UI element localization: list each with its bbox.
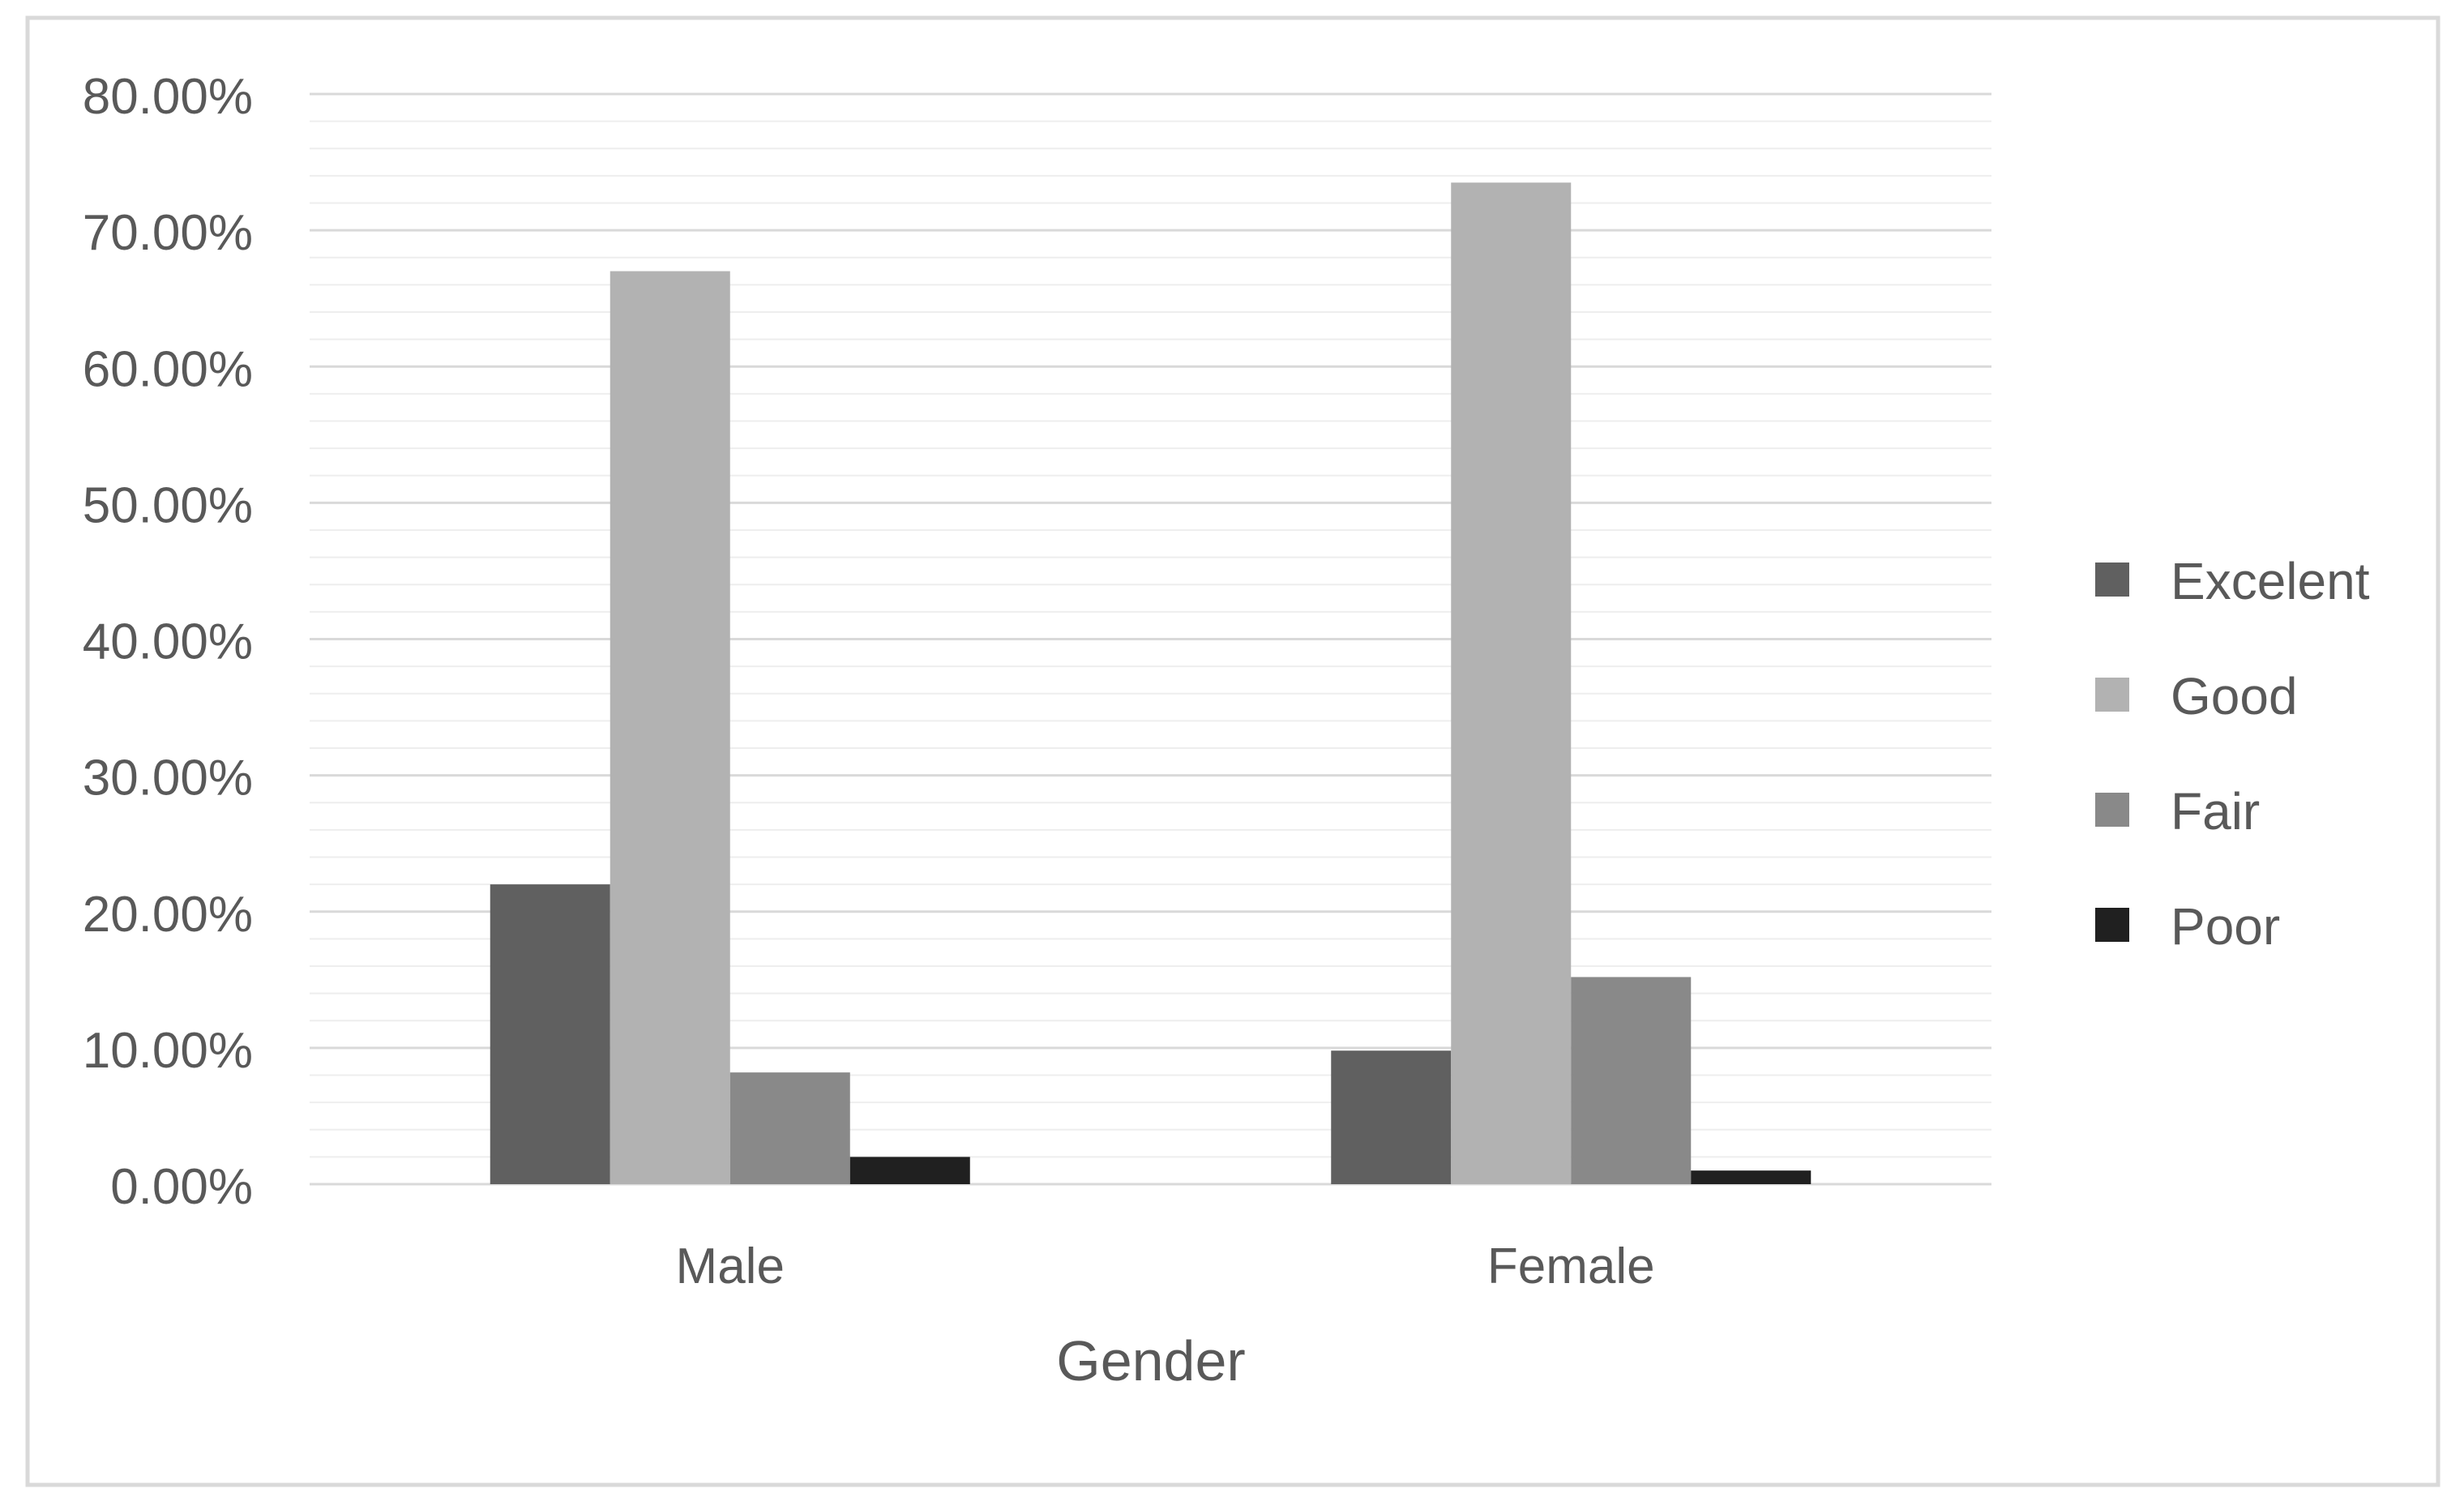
x-tick-label: Female bbox=[1487, 1238, 1655, 1294]
legend-label-fair: Fair bbox=[2171, 782, 2260, 841]
bar-excelent-female bbox=[1331, 1050, 1452, 1184]
bars bbox=[490, 182, 1812, 1184]
y-tick-label: 80.00% bbox=[83, 69, 253, 125]
y-tick-label: 70.00% bbox=[83, 205, 253, 261]
y-tick-label: 50.00% bbox=[83, 477, 253, 533]
legend-label-poor: Poor bbox=[2171, 897, 2280, 956]
y-tick-label: 20.00% bbox=[83, 887, 253, 943]
legend-swatch-fair bbox=[2095, 793, 2129, 827]
bar-good-male bbox=[610, 271, 730, 1184]
bar-poor-female bbox=[1691, 1170, 1812, 1184]
bar-excelent-male bbox=[490, 884, 610, 1184]
legend-label-good: Good bbox=[2171, 667, 2298, 725]
chart-border bbox=[25, 15, 2440, 1487]
bar-fair-male bbox=[729, 1072, 850, 1184]
legend-swatch-excelent bbox=[2095, 563, 2129, 597]
legend-swatch-poor bbox=[2095, 908, 2129, 942]
y-tick-label: 60.00% bbox=[83, 341, 253, 397]
legend-swatch-good bbox=[2095, 678, 2129, 712]
x-axis-tick-labels: Male Female bbox=[676, 1238, 1655, 1294]
x-tick-label: Male bbox=[676, 1238, 785, 1294]
legend-label-excelent: Excelent bbox=[2171, 552, 2370, 610]
y-tick-label: 30.00% bbox=[83, 751, 253, 806]
bar-poor-male bbox=[849, 1157, 970, 1184]
legend: Excelent Good Fair Poor bbox=[2095, 552, 2370, 956]
y-tick-label: 0.00% bbox=[110, 1159, 253, 1215]
y-tick-label: 10.00% bbox=[83, 1023, 253, 1079]
y-tick-label: 40.00% bbox=[83, 614, 253, 670]
y-axis-tick-labels: 0.00% 10.00% 20.00% 30.00% 40.00% 50.00% 60.00… bbox=[83, 69, 253, 1215]
bar-good-female bbox=[1451, 182, 1572, 1184]
bar-fair-female bbox=[1571, 977, 1692, 1184]
x-axis-title: Gender bbox=[1056, 1329, 1245, 1392]
